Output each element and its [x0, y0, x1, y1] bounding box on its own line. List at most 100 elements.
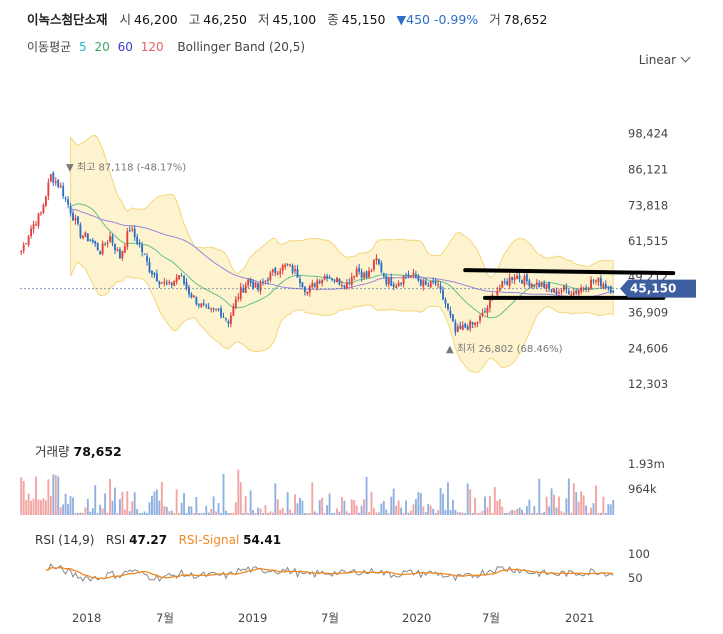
scale-select[interactable]: Linear	[639, 52, 691, 67]
candle	[390, 277, 393, 286]
candle	[481, 312, 484, 316]
candle	[501, 280, 504, 288]
rsi-signal-value: 54.41	[243, 533, 282, 547]
volume-bar	[355, 505, 358, 515]
candle	[148, 261, 151, 273]
volume-bar	[503, 513, 506, 515]
candle	[229, 315, 232, 324]
volume-bar	[397, 500, 400, 515]
volume-bar	[323, 513, 326, 515]
volume-bar	[96, 513, 99, 515]
candle	[528, 280, 531, 287]
volume-bar	[40, 500, 42, 515]
candle	[249, 278, 252, 284]
volume-bar	[84, 507, 87, 515]
price-axis-tick: 36,909	[628, 306, 668, 320]
candle	[160, 282, 163, 284]
volume-bar	[239, 482, 242, 515]
change-value: ▼450 -0.99%	[396, 12, 479, 27]
volume-bar	[469, 489, 472, 515]
volume-bar	[486, 507, 489, 515]
candle	[222, 316, 225, 318]
volume-bar	[321, 497, 324, 515]
price-axis-tick: 73,818	[628, 198, 668, 212]
volume-bar	[348, 513, 351, 515]
volume-bar	[163, 506, 166, 515]
volume-bar	[170, 510, 173, 515]
candle	[562, 285, 565, 291]
volume-bar	[89, 511, 92, 515]
candle	[587, 287, 590, 289]
volume-bar	[407, 512, 410, 515]
volume-bar	[442, 493, 444, 515]
candle	[392, 284, 395, 287]
volume-bar	[488, 496, 491, 515]
candle	[461, 325, 464, 331]
candle	[373, 260, 375, 270]
volume-bar	[195, 497, 198, 515]
volume-bar	[363, 499, 366, 515]
current-price-tag	[620, 279, 696, 298]
stock-name: 이녹스첨단소재	[27, 12, 108, 27]
volume-bar	[599, 513, 602, 515]
price-axis-tick: 24,606	[628, 341, 668, 355]
candle	[185, 282, 188, 289]
candle	[585, 287, 588, 290]
candle	[138, 243, 141, 245]
volume-bar	[353, 500, 356, 515]
candle	[516, 275, 518, 279]
candle	[153, 273, 156, 276]
candle	[35, 224, 37, 226]
ma-5: 5	[79, 40, 87, 54]
volume-bar	[64, 493, 67, 515]
candle	[104, 244, 107, 246]
candle	[217, 308, 220, 310]
volume-bar	[538, 478, 541, 515]
volume-bar	[595, 485, 597, 515]
close-label: 종	[327, 12, 339, 27]
candle	[74, 218, 77, 221]
volume-bar	[545, 496, 548, 515]
candle	[123, 246, 126, 253]
volume-bar	[414, 499, 417, 515]
candle	[121, 251, 124, 259]
candle	[380, 262, 383, 273]
volume-bar	[54, 475, 57, 515]
candle	[136, 236, 139, 244]
candle	[59, 185, 62, 187]
volume-bar	[511, 510, 514, 515]
candle	[595, 280, 597, 282]
volume-bar	[91, 508, 94, 515]
volume-bar	[57, 476, 60, 515]
candle	[79, 224, 82, 238]
volume-bar	[501, 506, 504, 515]
volume-bar	[244, 496, 247, 515]
volume-bar	[592, 503, 595, 515]
candle	[197, 304, 200, 306]
candle	[84, 232, 87, 237]
candle	[259, 282, 262, 292]
volume-bar	[160, 482, 163, 515]
volume-bar	[175, 489, 178, 515]
volume-bar	[493, 487, 496, 515]
volume-bar	[562, 512, 565, 515]
down-arrow-icon: ▼	[396, 12, 407, 27]
volume-bar	[106, 512, 109, 515]
candle	[382, 273, 385, 277]
candle	[548, 282, 551, 289]
high-value: 46,250	[203, 12, 248, 27]
volume-bar	[432, 508, 435, 515]
volume-bar	[47, 479, 50, 515]
volume-bar	[114, 487, 116, 515]
x-axis-tick: 2018	[72, 611, 101, 625]
volume-bar	[387, 513, 390, 515]
candle	[353, 276, 356, 278]
candle	[286, 264, 289, 266]
candle	[422, 280, 425, 287]
candle	[513, 277, 516, 281]
volume-bar	[286, 492, 289, 515]
candle	[476, 322, 479, 324]
rsi-signal-line	[45, 566, 614, 580]
candle	[168, 281, 171, 283]
